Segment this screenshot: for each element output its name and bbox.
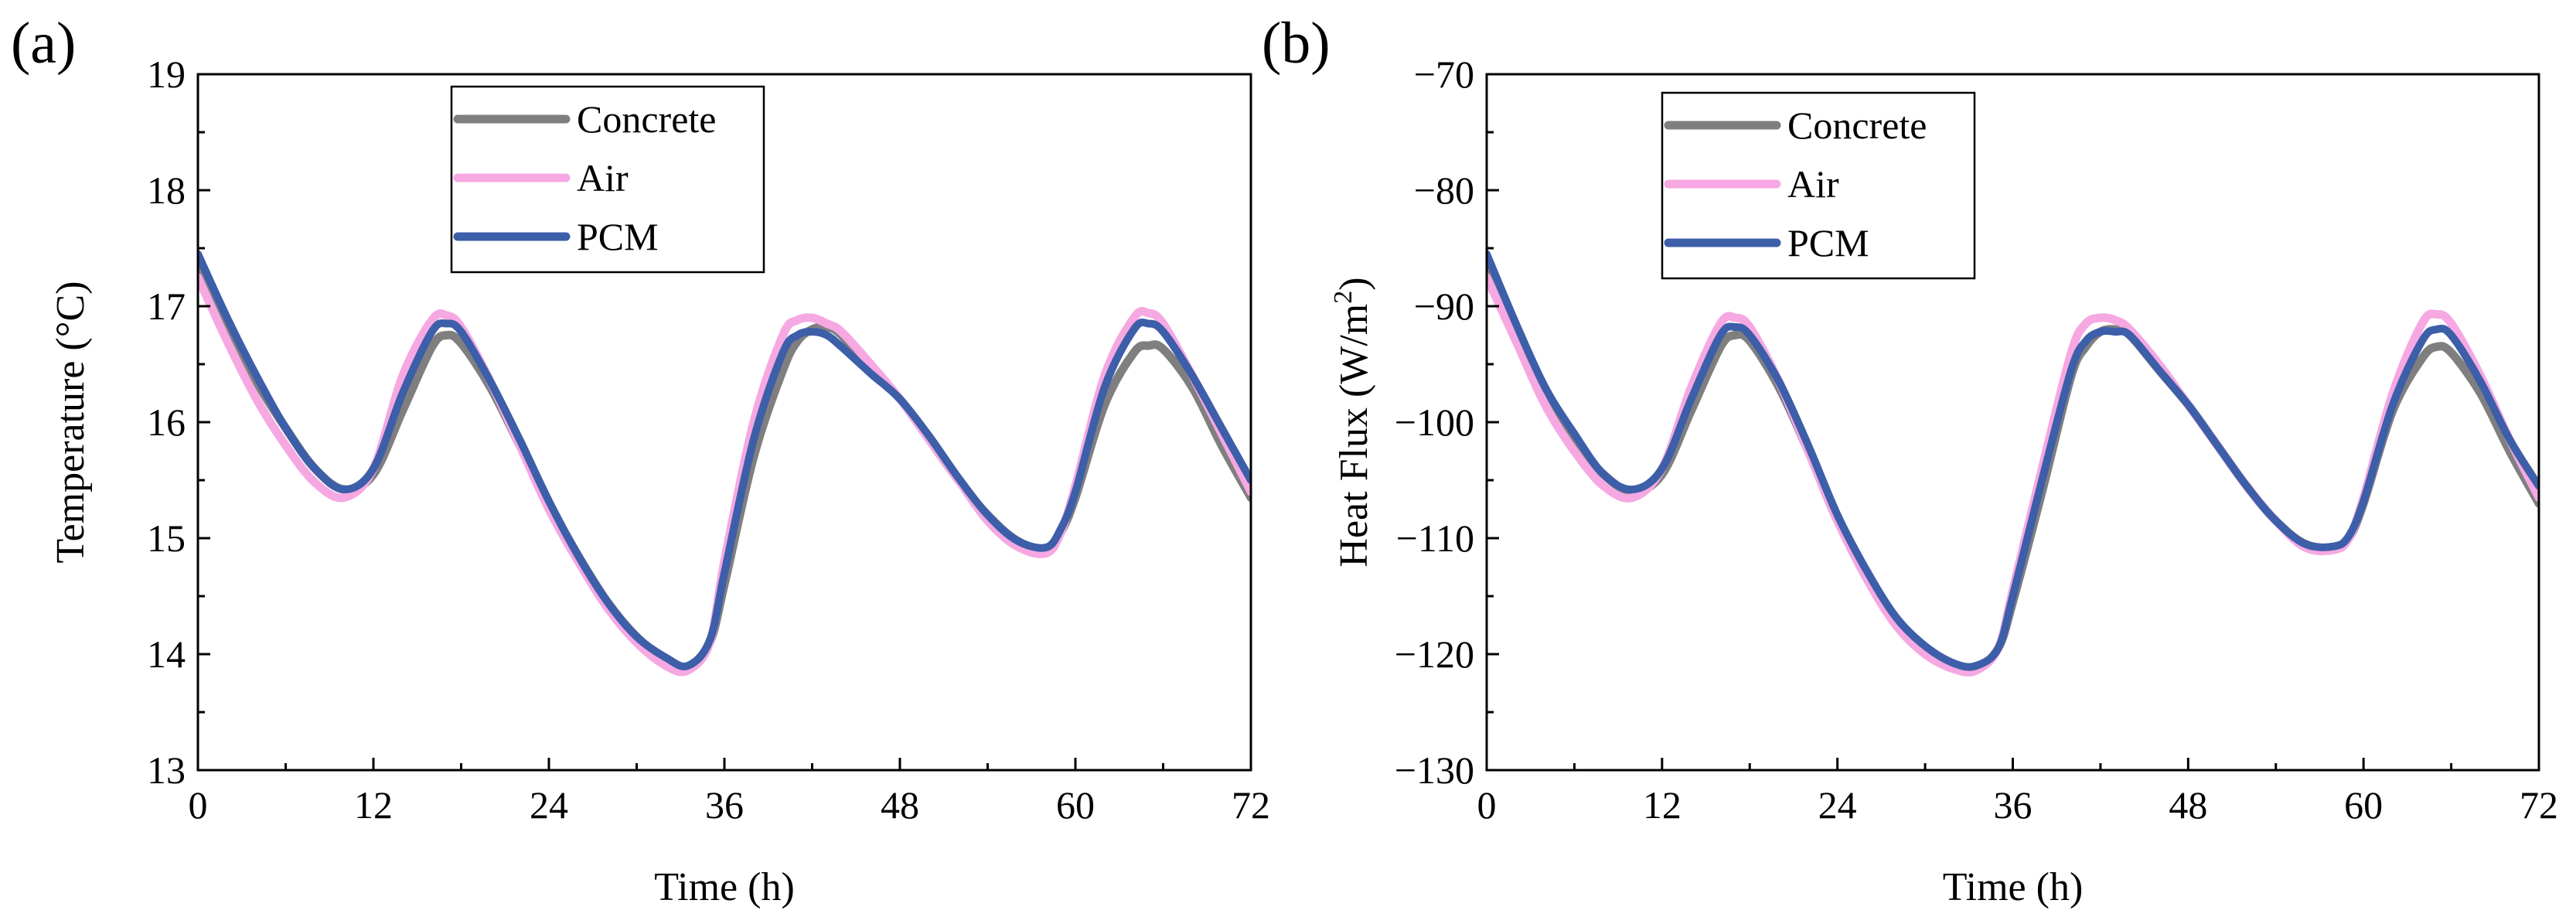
legend-label-pcm: PCM [1787,221,1869,264]
x-tick-label: 12 [1643,783,1682,827]
x-axis-title: Time (h) [654,865,795,909]
x-tick-label: 72 [2520,783,2558,827]
y-axis-title: Heat Flux (W/m2) [1329,277,1376,567]
legend-label-concrete: Concrete [577,97,716,141]
panel-label-a: (a) [11,11,77,76]
legend-label-concrete: Concrete [1787,104,1927,147]
y-tick-label: 19 [147,53,186,96]
y-tick-label: −70 [1414,53,1474,96]
y-tick-label: 13 [147,748,186,792]
legend-label-air: Air [577,156,629,199]
legend-label-air: Air [1787,162,1839,206]
x-tick-label: 24 [1818,783,1857,827]
x-tick-label: 12 [354,783,393,827]
legend-label-pcm: PCM [577,215,659,258]
x-axis-title: Time (h) [1943,865,2084,909]
y-tick-label: −100 [1395,401,1474,444]
chart-panel-b: 0 12 24 36 48 60 72 −130 −120 −110 −100 −90 −80 −70 Ti… [1329,53,2558,909]
y-tick-label: 15 [147,517,186,560]
panel-label-b: (b) [1262,11,1331,76]
x-tick-label: 36 [705,783,744,827]
x-tick-label: 0 [189,783,208,827]
legend: Concrete Air PCM [450,85,765,274]
y-tick-label: −110 [1396,517,1474,560]
y-tick-label: 16 [147,401,186,444]
y-tick-label: 14 [147,632,186,676]
x-tick-label: 0 [1477,783,1497,827]
y-tick-label: 18 [147,169,186,212]
series-line-pcm [198,250,1251,670]
y-tick-label: 17 [147,285,186,328]
y-tick-label: −90 [1414,285,1474,328]
chart-panel-a: 0 12 24 36 48 60 72 13 14 15 16 17 18 19 Time (h) Tempe… [49,53,1270,909]
x-tick-label: 72 [1232,783,1270,827]
legend: Concrete Air PCM [1661,91,1976,280]
x-tick-label: 60 [1056,783,1095,827]
y-axis-title-superscript: 2 [1329,291,1358,304]
y-tick-label: −80 [1414,169,1474,212]
y-axis-title: Temperature (°C) [49,281,93,563]
x-tick-label: 48 [881,783,919,827]
x-tick-label: 60 [2344,783,2383,827]
x-tick-label: 36 [1994,783,2033,827]
y-axis-title-close: ) [1332,277,1376,290]
y-axis-title-main: Heat Flux (W/m [1332,304,1376,568]
series-line-air [198,273,1251,677]
x-tick-label: 48 [2169,783,2207,827]
series-line-pcm [1487,250,2539,671]
series-line-concrete [198,261,1251,673]
x-tick-label: 24 [530,783,568,827]
y-tick-label: −130 [1395,748,1474,792]
y-tick-label: −120 [1395,632,1474,676]
